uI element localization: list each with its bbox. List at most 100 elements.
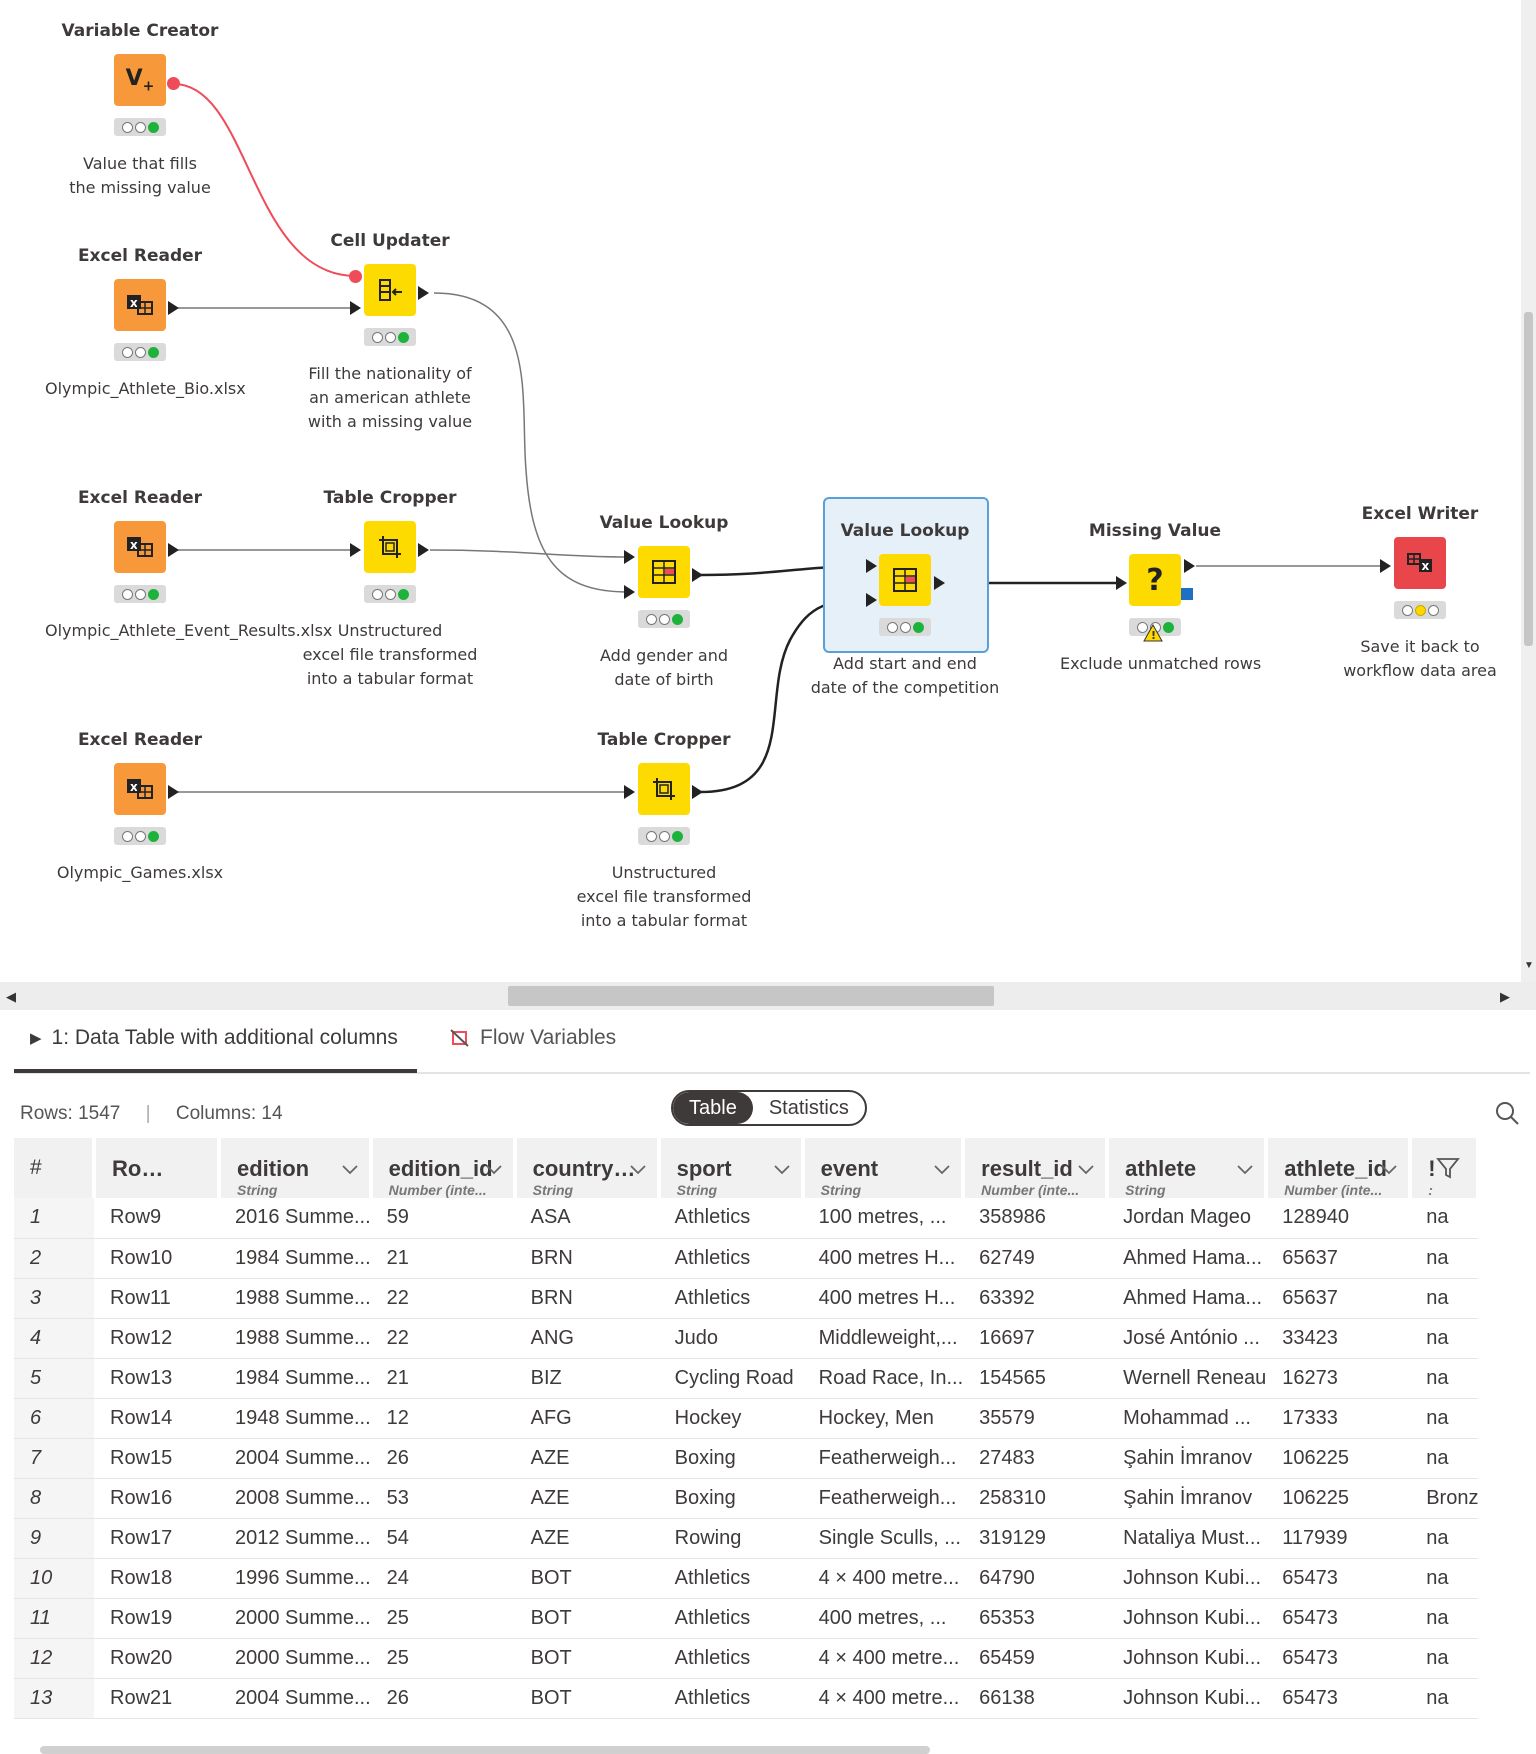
- column-header[interactable]: result_id Number (inte...: [963, 1138, 1110, 1198]
- table-row[interactable]: 2 Row10 1984 Summe... 21 BRN Athletics 400 met…: [14, 1238, 1479, 1278]
- table-cell[interactable]: Single Sculls, ...: [818, 1526, 961, 1549]
- table-cell[interactable]: Judo: [674, 1326, 718, 1349]
- table-cell[interactable]: Cycling Road: [674, 1366, 794, 1389]
- table-cell[interactable]: Middleweight,...: [818, 1326, 958, 1349]
- table-cell[interactable]: Row12: [110, 1326, 173, 1349]
- data-in-port[interactable]: [350, 543, 361, 557]
- chevron-down-icon[interactable]: [933, 1164, 951, 1176]
- column-header[interactable]: !:: [1410, 1138, 1481, 1198]
- node-variable-creator[interactable]: Variable Creator V+ Value that fills the …: [45, 20, 235, 200]
- table-cell[interactable]: na: [1426, 1566, 1449, 1589]
- data-in-port[interactable]: [1116, 576, 1127, 590]
- filter-icon[interactable]: [1436, 1156, 1461, 1180]
- table-row[interactable]: 11 Row19 2000 Summe... 25 BOT Athletics 400 me…: [14, 1598, 1479, 1638]
- chevron-down-icon[interactable]: [773, 1164, 791, 1176]
- table-cell[interactable]: 1948 Summe...: [235, 1406, 371, 1429]
- table-cell[interactable]: 154565: [979, 1366, 1046, 1389]
- table-cell[interactable]: 62749: [979, 1246, 1035, 1269]
- table-cell[interactable]: 65459: [979, 1646, 1035, 1669]
- table-cell[interactable]: 27483: [979, 1446, 1035, 1469]
- table-cell[interactable]: ANG: [530, 1326, 574, 1349]
- chevron-down-icon[interactable]: [629, 1164, 647, 1176]
- table-cell[interactable]: 16697: [979, 1326, 1035, 1349]
- column-header[interactable]: athlete_id Number (inte...: [1266, 1138, 1413, 1198]
- table-cell[interactable]: 358986: [979, 1206, 1046, 1229]
- table-cell[interactable]: 25: [386, 1606, 409, 1629]
- table-cell[interactable]: Hockey: [674, 1406, 742, 1429]
- table-cell[interactable]: 1988 Summe...: [235, 1286, 371, 1309]
- table-cell[interactable]: na: [1426, 1606, 1449, 1629]
- table-cell[interactable]: Row11: [110, 1286, 171, 1309]
- table-cell[interactable]: Row15: [110, 1446, 173, 1469]
- table-row[interactable]: 6 Row14 1948 Summe... 12 AFG Hockey Hockey, Me…: [14, 1398, 1479, 1438]
- table-row[interactable]: 7 Row15 2004 Summe... 26 AZE Boxing Featherwei…: [14, 1438, 1479, 1478]
- scroll-right-arrow-icon[interactable]: ▶: [1500, 989, 1510, 1004]
- table-cell[interactable]: 4 × 400 metre...: [818, 1686, 960, 1709]
- table-cell[interactable]: na: [1426, 1646, 1449, 1669]
- table-cell[interactable]: Row9: [110, 1206, 162, 1229]
- tab-flow-variables[interactable]: Flow Variables: [450, 1026, 616, 1050]
- table-cell[interactable]: Boxing: [674, 1486, 736, 1509]
- dictionary-in-port[interactable]: [866, 593, 877, 607]
- table-cell[interactable]: Row10: [110, 1246, 173, 1269]
- scroll-left-arrow-icon[interactable]: ◀: [6, 989, 16, 1004]
- table-cell[interactable]: 106225: [1282, 1486, 1349, 1509]
- table-row[interactable]: 4 Row12 1988 Summe... 22 ANG Judo Middleweight…: [14, 1318, 1479, 1358]
- table-cell[interactable]: na: [1426, 1326, 1449, 1349]
- node-value-lookup-1[interactable]: Value Lookup Add gender and date of birth: [569, 512, 759, 692]
- table-cell[interactable]: 2008 Summe...: [235, 1486, 371, 1509]
- workflow-canvas[interactable]: Variable Creator V+ Value that fills the …: [0, 0, 1536, 1010]
- table-cell[interactable]: 21: [386, 1366, 409, 1389]
- table-row[interactable]: 13 Row21 2004 Summe... 26 BOT Athletics 4 × 40…: [14, 1678, 1479, 1718]
- table-cell[interactable]: BOT: [530, 1606, 572, 1629]
- table-cell[interactable]: 4 × 400 metre...: [818, 1646, 960, 1669]
- table-cell[interactable]: Athletics: [674, 1286, 751, 1309]
- flow-variable-connection[interactable]: [173, 83, 357, 277]
- table-cell[interactable]: Athletics: [674, 1606, 751, 1629]
- table-cell[interactable]: 33423: [1282, 1326, 1338, 1349]
- table-cell[interactable]: AZE: [530, 1526, 570, 1549]
- node-value-lookup-2[interactable]: Value Lookup Add start and end date of th…: [810, 520, 1000, 700]
- table-row[interactable]: 9 Row17 2012 Summe... 54 AZE Rowing Single Scu…: [14, 1518, 1479, 1558]
- table-cell[interactable]: 59: [386, 1206, 409, 1229]
- table-cell[interactable]: 35579: [979, 1406, 1035, 1429]
- toggle-statistics[interactable]: Statistics: [768, 1097, 849, 1119]
- table-cell[interactable]: 12: [386, 1406, 409, 1429]
- chevron-down-icon[interactable]: [341, 1164, 359, 1176]
- table-cell[interactable]: 26: [386, 1446, 409, 1469]
- table-cell[interactable]: Wernell Reneau: [1123, 1366, 1267, 1389]
- table-horizontal-scrollbar[interactable]: [40, 1746, 930, 1754]
- table-cell[interactable]: Featherweigh...: [818, 1446, 957, 1469]
- table-cell[interactable]: 400 metres, ...: [818, 1606, 947, 1629]
- table-cell[interactable]: 1984 Summe...: [235, 1246, 371, 1269]
- table-cell[interactable]: 22: [386, 1286, 409, 1309]
- table-cell[interactable]: Johnson Kubi...: [1123, 1606, 1262, 1629]
- table-cell[interactable]: 65473: [1282, 1606, 1338, 1629]
- table-cell[interactable]: 2004 Summe...: [235, 1686, 371, 1709]
- table-cell[interactable]: Athletics: [674, 1646, 751, 1669]
- column-header[interactable]: edition String: [219, 1138, 373, 1198]
- column-header[interactable]: Row...: [94, 1138, 221, 1198]
- table-cell[interactable]: Row14: [110, 1406, 173, 1429]
- table-cell[interactable]: 100 metres, ...: [818, 1206, 947, 1229]
- table-cell[interactable]: Row16: [110, 1486, 173, 1509]
- table-row[interactable]: 12 Row20 2000 Summe... 25 BOT Athletics 4 × 40…: [14, 1638, 1479, 1678]
- table-cell[interactable]: 65473: [1282, 1646, 1338, 1669]
- table-cell[interactable]: 117939: [1282, 1526, 1348, 1549]
- table-cell[interactable]: AZE: [530, 1486, 570, 1509]
- node-excel-writer[interactable]: Excel Writer x Save it back to workflow d…: [1325, 503, 1515, 683]
- tab-data-table[interactable]: ▶ 1: Data Table with additional columns: [30, 1026, 398, 1050]
- warning-icon[interactable]: !: [1143, 624, 1163, 642]
- table-cell[interactable]: Mohammad ...: [1123, 1406, 1251, 1429]
- table-cell[interactable]: Row17: [110, 1526, 173, 1549]
- node-missing-value[interactable]: Missing Value ? ! Exclude unmatched rows: [1060, 520, 1261, 676]
- table-cell[interactable]: 65473: [1282, 1686, 1338, 1709]
- data-out-port[interactable]: [418, 286, 429, 300]
- chevron-down-icon[interactable]: [1380, 1164, 1398, 1176]
- data-out-port[interactable]: [1184, 559, 1195, 573]
- table-statistics-toggle[interactable]: Table Statistics: [671, 1090, 867, 1126]
- table-cell[interactable]: Johnson Kubi...: [1123, 1566, 1262, 1589]
- table-row[interactable]: 5 Row13 1984 Summe... 21 BIZ Cycling Road Road…: [14, 1358, 1479, 1398]
- table-cell[interactable]: BRN: [530, 1286, 573, 1309]
- connection-cellupdater-valuelookup1[interactable]: [433, 292, 629, 593]
